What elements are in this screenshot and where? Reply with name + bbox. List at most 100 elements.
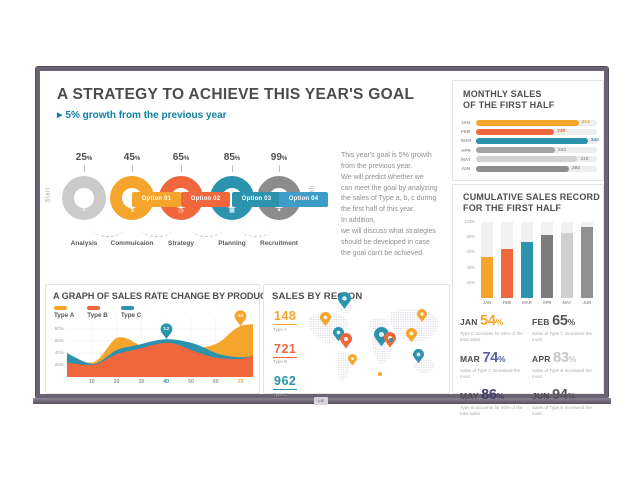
- y-tick-label: 80%: [466, 234, 475, 240]
- legend-label: Type B: [87, 311, 108, 319]
- y-tick-label: 60%: [466, 249, 475, 255]
- stat-percent: 65%: [552, 313, 575, 329]
- bar-value: 342: [590, 138, 599, 144]
- stat-percent-unit: %: [496, 391, 505, 402]
- region-stat-value: 962: [273, 374, 298, 390]
- legend-item: Type B: [87, 306, 108, 319]
- process-option-ribbon: Option 04: [279, 192, 328, 207]
- stat-item: APR 83% Sales of Type B increased the mos…: [532, 349, 598, 380]
- process-option-ribbon: Option 03: [232, 192, 281, 207]
- stat-percent-unit: %: [568, 354, 577, 365]
- monthly-sales-panel: MONTHLY SALES OF THE FIRST HALF JAN 314 FE…: [452, 80, 604, 181]
- monthly-bar-row: JAN 314: [461, 118, 597, 127]
- cumulative-chart: 100% 80% 60% 40% 20% JAN FEB MAR APR MAY JUN: [457, 219, 599, 305]
- bar-track: 314: [476, 119, 597, 126]
- y-tick-label: 40%: [54, 350, 64, 355]
- stat-caption: Sales of Type C increased the most: [460, 368, 520, 380]
- bar-month-label: FEB: [461, 129, 471, 135]
- monthly-sales-title: MONTHLY SALES OF THE FIRST HALF: [463, 89, 554, 112]
- stat-month: JUN: [532, 391, 553, 402]
- step-percent: 65%: [172, 152, 190, 163]
- region-stat: 721 Type B: [273, 340, 298, 364]
- stat-caption: Sales of Type C increased the most: [532, 331, 592, 343]
- step-tick: [279, 165, 280, 172]
- stat-percent-unit: %: [498, 354, 506, 365]
- cumulative-bar-fill: [561, 232, 573, 298]
- description-line: This year's goal is 5% growth: [341, 152, 432, 159]
- region-stats: 148 Type A 721 Type B 962 Type C: [273, 307, 298, 397]
- start-label: Start: [45, 187, 52, 203]
- step-tick: [232, 165, 233, 172]
- stat-row: JAN 54%: [460, 312, 526, 330]
- pin-icon: [160, 323, 173, 340]
- step-percent: 45%: [123, 152, 141, 163]
- bar-month-label: APR: [461, 147, 471, 153]
- step-label: Analysis: [70, 240, 98, 247]
- x-tick-label: MAR: [522, 300, 532, 305]
- process-option-ribbon: Option 02: [181, 192, 230, 207]
- description-line: we will discuss what strategies: [341, 227, 436, 235]
- clock-icon: ◷: [178, 208, 184, 214]
- bar-fill: [476, 128, 555, 135]
- x-tick-label: MAY: [562, 300, 572, 305]
- cumulative-panel: CUMULATIVE SALES RECORD FOR THE FIRST HA…: [452, 184, 604, 416]
- x-tick-label: JAN: [482, 300, 492, 305]
- legend-swatch: [120, 306, 134, 310]
- step-percent: 85%: [223, 152, 241, 163]
- area-type-b: [67, 342, 253, 377]
- process-flow: Start Finish 25%$Analysis45%⚗Commuicaion…: [45, 152, 337, 254]
- stat-item: FEB 65% Sales of Type C increased the mos…: [532, 312, 598, 343]
- step-tick: [84, 165, 85, 172]
- map-pin-icon: [373, 326, 389, 352]
- bar-value: 239: [557, 129, 566, 135]
- x-tick-label: 30: [138, 379, 145, 385]
- x-tick-label: FEB: [502, 300, 512, 305]
- description-line: the first half of this year.: [341, 206, 415, 214]
- product-graph-panel: A GRAPH OF SALES RATE CHANGE BY PRODUCT …: [45, 284, 272, 394]
- y-tick-label: 60%: [54, 338, 64, 343]
- region-stat-value: 148: [273, 309, 298, 325]
- map-pin-icon: [319, 311, 331, 331]
- description-line: should be developed in case: [341, 238, 430, 246]
- bar-month-label: MAY: [461, 156, 471, 162]
- monthly-bar-row: MAY 310: [461, 155, 597, 164]
- bar-fill: [476, 137, 588, 144]
- stat-caption: Sales of Type B increased the most: [532, 405, 592, 417]
- step-percent-unit: %: [281, 156, 288, 162]
- map-pin-icon: [340, 333, 352, 354]
- description-line: can meet the goal by analyzing: [341, 184, 438, 192]
- map-pin-icon: [412, 348, 424, 368]
- stat-percent: 86%: [481, 387, 505, 404]
- stat-row: APR 83%: [532, 349, 598, 367]
- y-tick-label: 20%: [466, 279, 475, 285]
- bulb-icon: ✦: [276, 208, 282, 214]
- process-step-circle: [62, 176, 106, 220]
- dashed-arrow: [239, 228, 272, 237]
- stat-row: MAY 86%: [460, 386, 526, 404]
- description-line: the sales of Type a, b, c during: [341, 195, 437, 203]
- cumulative-bar: [581, 222, 593, 298]
- strategy-subtitle: ▶ 5% growth from the previous year: [57, 110, 227, 121]
- bar-track: 242: [476, 147, 597, 154]
- y-tick-label: 20%: [54, 362, 64, 367]
- legend-item: Type C: [120, 306, 142, 319]
- bar-month-label: MAR: [461, 138, 472, 144]
- legend-label: Type C: [120, 311, 142, 319]
- region-title: SALES BY REGION: [272, 291, 363, 302]
- chart-icon: ▦: [229, 208, 235, 214]
- region-stat-value: 721: [273, 341, 298, 358]
- stat-percent: 83%: [553, 350, 577, 367]
- region-stat-label: Type A: [273, 326, 287, 332]
- map-pin-icon: [389, 329, 393, 347]
- bar-fill: [476, 156, 578, 163]
- product-area-chart: [67, 317, 253, 377]
- stat-month: FEB: [532, 317, 553, 327]
- cumulative-title: CUMULATIVE SALES RECORD FOR THE FIRST HA…: [463, 192, 600, 215]
- strategy-title: A STRATEGY TO ACHIEVE THIS YEAR'S GOAL: [57, 86, 415, 103]
- bar-fill: [476, 147, 556, 154]
- cumulative-bar-fill: [481, 256, 493, 298]
- bar-track: 342: [476, 137, 599, 144]
- step-percent-unit: %: [134, 156, 141, 162]
- monthly-bars: JAN 314 FEB 239 MAR 342 APR 242 MAY 310 JUN 284: [461, 118, 599, 173]
